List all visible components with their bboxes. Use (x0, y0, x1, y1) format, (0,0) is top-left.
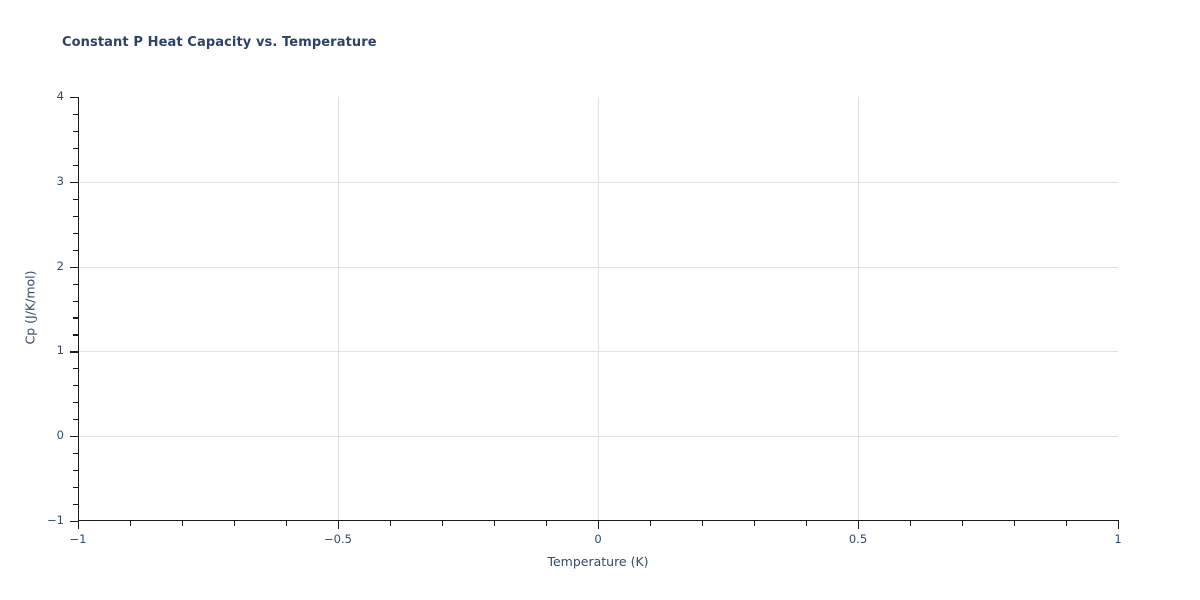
y-tick-minor (73, 113, 78, 116)
x-tick-minor (962, 521, 964, 526)
y-tick-minor (73, 419, 78, 421)
y-tick-minor (73, 402, 78, 404)
gridline-vertical-xneg05 (338, 97, 339, 521)
x-ticklabel-neg1: −1 (69, 532, 87, 546)
x-tick-minor (754, 521, 756, 526)
x-axis-label: Temperature (K) (547, 554, 649, 569)
x-tick-major-0 (598, 521, 600, 529)
y-tick-minor (73, 232, 78, 234)
y-tick-minor (73, 453, 78, 455)
y-tick-minor (73, 164, 78, 166)
y-ticklabel-1: 1 (56, 343, 64, 358)
x-tick-minor (650, 521, 652, 526)
y-axis-label: Cp (J/K/mol) (22, 270, 38, 345)
chart-title: Constant P Heat Capacity vs. Temperature (62, 35, 377, 50)
axis-spine-bottom (78, 520, 1119, 522)
gridline-vertical-x0 (598, 97, 599, 521)
gridline-vertical-x05 (858, 97, 859, 521)
y-tick-minor (73, 487, 78, 489)
x-tick-major-05 (858, 521, 860, 529)
y-ticklabel-0: 0 (56, 428, 64, 443)
y-tick-minor (73, 470, 78, 472)
x-tick-minor (806, 521, 808, 526)
x-ticklabel-1: 1 (1114, 532, 1122, 546)
x-tick-minor (494, 521, 496, 526)
y-ticklabel-4: 4 (56, 89, 64, 103)
y-tick-minor (73, 130, 78, 132)
x-tick-minor (130, 521, 132, 526)
axis-spine-left (78, 97, 80, 522)
y-tick-major-1 (70, 351, 78, 353)
x-tick-minor (234, 521, 236, 526)
y-tick-minor (73, 300, 78, 302)
x-tick-minor (390, 521, 392, 526)
y-ticklabel-3: 3 (56, 173, 64, 188)
y-tick-major-3 (70, 181, 78, 183)
x-ticklabel-neg05: −0.5 (324, 532, 352, 546)
x-tick-minor (702, 521, 704, 526)
x-tick-major-1 (1118, 521, 1120, 529)
x-ticklabel-0: 0 (594, 532, 602, 546)
x-tick-minor (1014, 521, 1016, 526)
y-tick-minor (73, 283, 78, 285)
y-tick-minor (73, 215, 78, 217)
x-tick-minor (546, 521, 548, 526)
y-tick-minor (73, 317, 78, 319)
plot-area (78, 97, 1118, 521)
x-ticklabel-05: 0.5 (848, 532, 868, 546)
x-tick-minor (182, 521, 184, 526)
x-tick-minor (1066, 521, 1068, 526)
y-ticklabel-neg1: −1 (47, 513, 64, 527)
y-tick-minor (73, 249, 78, 251)
y-tick-minor (73, 334, 78, 336)
y-tick-minor (73, 368, 78, 370)
y-tick-minor (73, 147, 78, 149)
y-tick-major-neg1 (70, 521, 78, 523)
y-tick-minor (73, 504, 78, 506)
x-tick-major-neg05 (338, 521, 340, 529)
x-tick-major-neg1 (78, 521, 80, 529)
x-tick-minor (442, 521, 444, 526)
y-ticklabel-2: 2 (56, 258, 64, 273)
y-tick-major-2 (70, 266, 78, 268)
y-tick-minor (73, 198, 78, 200)
y-tick-major-0 (70, 436, 78, 438)
x-tick-minor (286, 521, 288, 526)
y-tick-minor (73, 385, 78, 387)
y-tick-major-4 (70, 97, 78, 99)
x-tick-minor (910, 521, 912, 526)
